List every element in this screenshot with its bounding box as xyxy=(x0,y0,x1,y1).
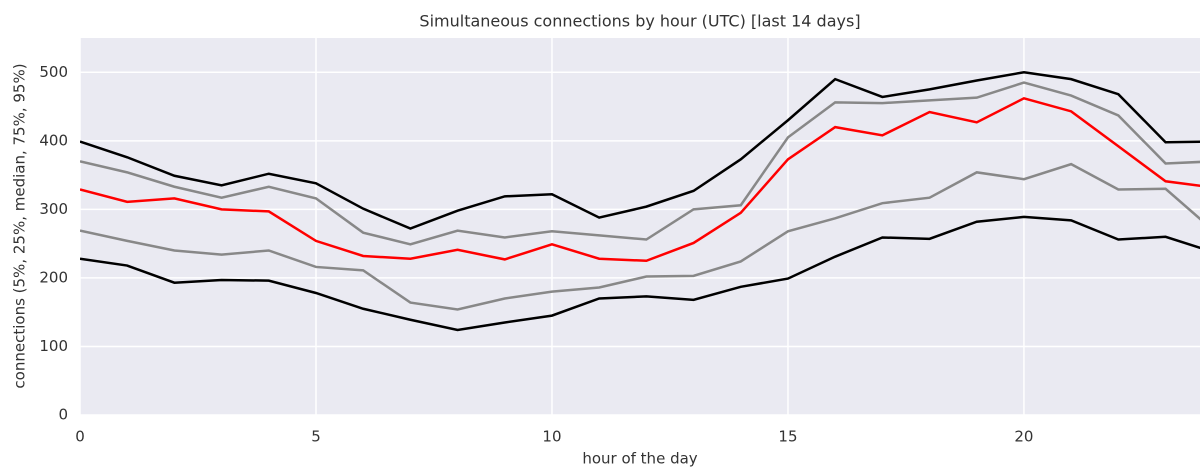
series-line xyxy=(80,81,1200,246)
x-tick-label: 20 xyxy=(1014,428,1033,446)
plot-area xyxy=(80,38,1200,415)
lines xyxy=(80,71,1200,332)
x-tick-label: 10 xyxy=(542,428,561,446)
y-tick-label: 300 xyxy=(39,200,68,218)
x-tick-label: 15 xyxy=(778,428,797,446)
y-tick-label: 500 xyxy=(39,63,68,81)
chart-title: Simultaneous connections by hour (UTC) [… xyxy=(419,12,860,31)
x-tick-label: 5 xyxy=(311,428,321,446)
x-axis-label: hour of the day xyxy=(582,450,697,468)
series-line xyxy=(80,162,1200,311)
y-tick-label: 0 xyxy=(58,406,68,424)
x-tick-label: 0 xyxy=(75,428,85,446)
series-line xyxy=(80,96,1200,263)
y-tick-label: 100 xyxy=(39,337,68,355)
y-tick-label: 400 xyxy=(39,131,68,149)
series-line xyxy=(80,71,1200,230)
series-line xyxy=(80,215,1200,332)
y-axis-label: connections (5%, 25%, median, 75%, 95%) xyxy=(11,63,29,388)
y-tick-label: 200 xyxy=(39,268,68,286)
